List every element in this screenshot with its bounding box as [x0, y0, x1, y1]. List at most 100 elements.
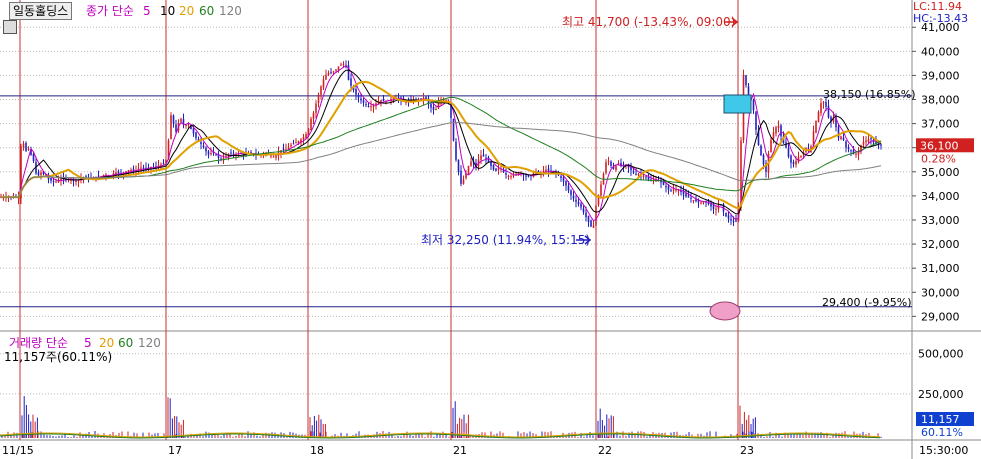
volume-current-text: 11,157주(60.11%) [4, 350, 113, 364]
ma60-label: 60 [199, 4, 215, 18]
candle-body [40, 172, 42, 176]
candle-body [460, 170, 462, 184]
candle-body [617, 162, 620, 165]
candle-body [565, 181, 567, 186]
candle-body [670, 189, 672, 191]
vol-ma120-label: 120 [138, 336, 161, 350]
current-change-label: 0.28% [921, 152, 956, 165]
grid-icon[interactable] [3, 20, 17, 34]
candle-body [675, 189, 677, 191]
candle-body [295, 142, 297, 144]
candle-body [572, 195, 575, 199]
candle-body [27, 148, 30, 150]
ma5-line [1, 65, 882, 222]
hc-value: HC:-13.43 [913, 12, 969, 25]
candle-body [20, 146, 22, 199]
candle-body [197, 138, 200, 142]
candle-body [582, 208, 585, 213]
candle-body [705, 200, 707, 202]
candle-body [117, 171, 120, 174]
candle-body [437, 103, 440, 109]
lower-level-annotation: 29,400 (-9.95%) [822, 296, 911, 309]
candle-body [595, 205, 597, 226]
candle-body [570, 190, 572, 195]
candle-body [75, 180, 77, 183]
candle-body [585, 212, 587, 218]
candle-body [545, 169, 547, 172]
candle-body [505, 173, 507, 175]
candle-body [207, 151, 210, 155]
x-tick-label: 22 [598, 444, 612, 457]
candle-body [700, 202, 702, 204]
candle-body [610, 161, 612, 166]
ma120-label: 120 [219, 4, 242, 18]
volume-tick-label: 500,000 [918, 348, 964, 361]
candle-body [772, 132, 775, 139]
candle-body [462, 179, 465, 184]
candle-body [37, 172, 40, 176]
candle-body [662, 181, 665, 185]
candle-body [850, 150, 852, 152]
candle-body [232, 153, 235, 155]
candle-body [102, 174, 105, 177]
candle-body [562, 177, 565, 182]
candle-body [267, 152, 270, 155]
candle-body [727, 215, 730, 219]
candle-body [425, 97, 427, 100]
candle-body [25, 142, 27, 151]
price-tick-label: 30,000 [921, 286, 960, 299]
candle-body [840, 136, 842, 139]
candle-body [780, 125, 782, 137]
candle-body [32, 154, 35, 161]
candle-body [452, 118, 455, 141]
candle-body [367, 105, 370, 107]
x-tick-label: 21 [453, 444, 467, 457]
candle-body [167, 140, 170, 160]
candle-body [860, 145, 862, 152]
stock-name-box[interactable]: 일동홀딩스 [9, 2, 73, 20]
candle-body [867, 138, 870, 142]
price-ma-label: 종가 단순 [86, 4, 134, 18]
candle-body [667, 186, 670, 190]
candle-body [480, 155, 482, 160]
candle-body [502, 169, 505, 173]
candle-body [835, 116, 837, 128]
price-tick-label: 31,000 [921, 262, 960, 275]
candle-body [637, 174, 640, 176]
candle-body [795, 160, 797, 165]
candle-body [852, 150, 855, 155]
price-tick-label: 41,000 [921, 21, 960, 34]
candle-body [672, 189, 675, 191]
candle-body [787, 148, 790, 157]
candle-body [507, 175, 510, 177]
candle-body [230, 152, 232, 154]
candle-body [220, 158, 222, 160]
candle-body [622, 164, 625, 167]
candle-body [487, 157, 490, 163]
price-tick-label: 35,000 [921, 166, 960, 179]
candle-body [42, 171, 45, 174]
candle-body [355, 89, 357, 95]
candle-body [695, 199, 697, 202]
price-tick-label: 34,000 [921, 190, 960, 203]
candle-body [830, 116, 832, 122]
candle-body [590, 220, 592, 227]
candle-body [845, 141, 847, 148]
candle-body [162, 163, 165, 165]
ma20-label: 20 [179, 4, 195, 18]
candle-body [680, 190, 682, 193]
candle-body [317, 94, 320, 104]
candle-body [455, 141, 457, 160]
candle-body [310, 118, 312, 130]
candle-body [35, 162, 37, 174]
candle-body [192, 128, 195, 134]
candle-body [432, 106, 435, 111]
candle-body [430, 103, 432, 108]
candle-body [710, 202, 712, 207]
candle-body [360, 98, 362, 101]
candle-body [872, 139, 875, 143]
price-tick-label: 32,000 [921, 238, 960, 251]
x-tick-label: 17 [168, 444, 182, 457]
